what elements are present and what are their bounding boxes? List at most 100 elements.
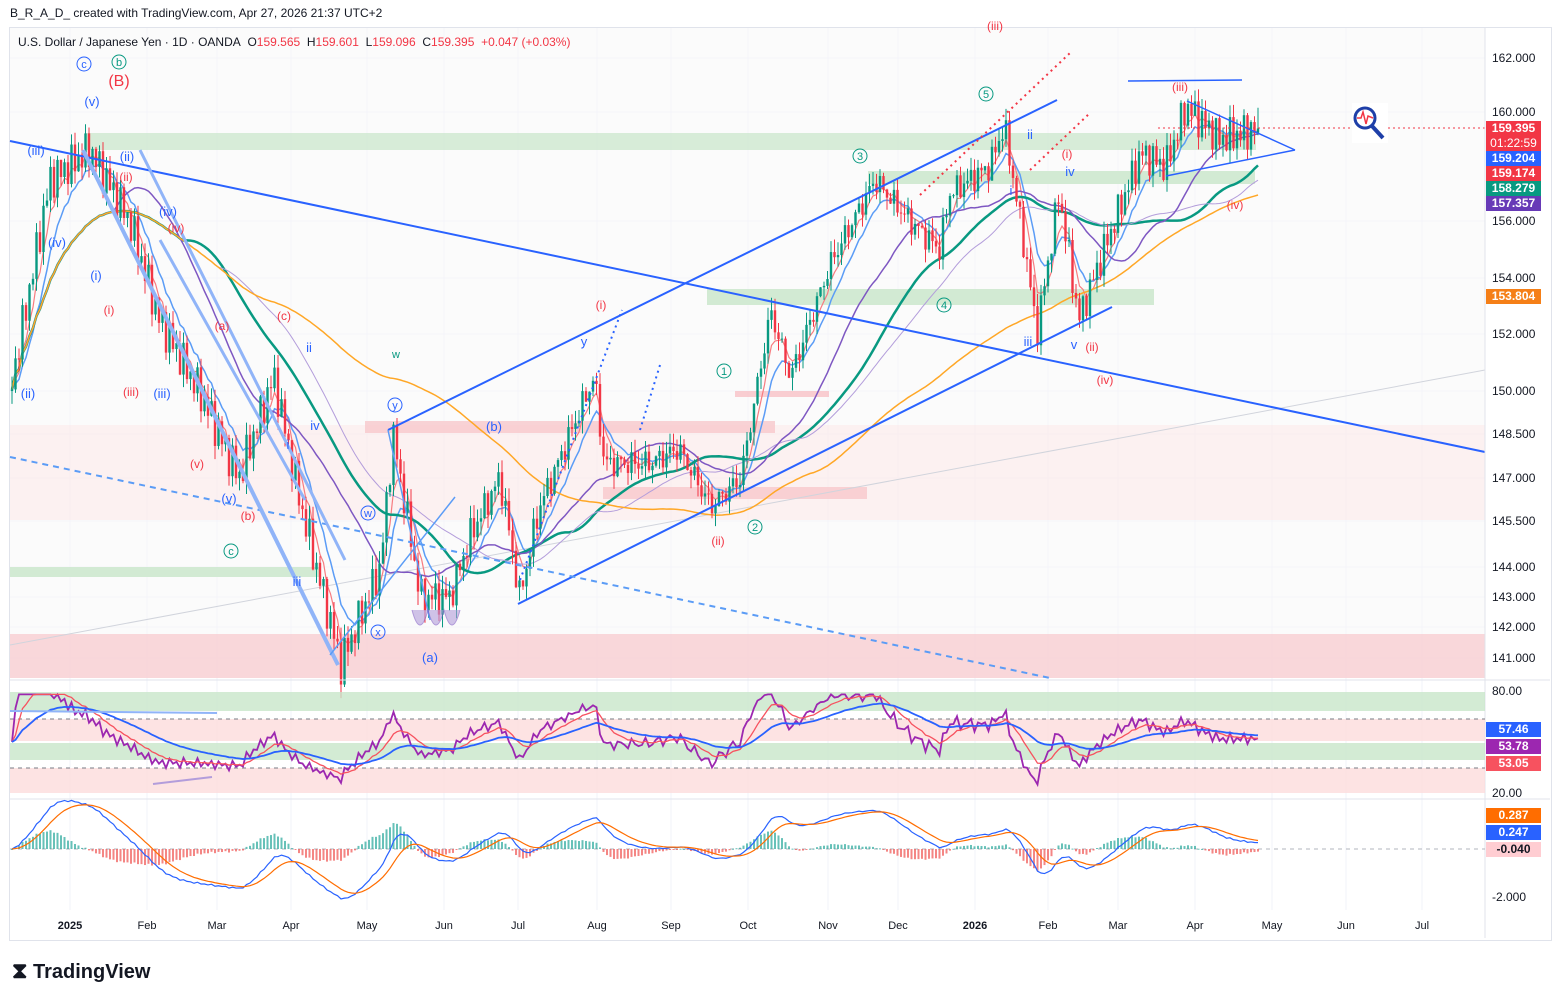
candle-body: [94, 148, 98, 167]
macd-histogram-bar: [700, 849, 703, 854]
macd-histogram-bar: [756, 836, 759, 849]
macd-histogram-bar: [1131, 835, 1133, 849]
macd-histogram-bar: [865, 846, 867, 849]
macd-histogram-bar: [830, 844, 832, 849]
macd-histogram-bar: [35, 833, 38, 849]
macd-histogram-bar: [952, 848, 955, 850]
candle-body: [164, 312, 168, 353]
macd-histogram-bar: [298, 849, 300, 854]
candle-body: [598, 383, 602, 437]
candle: [560, 444, 563, 467]
candle: [899, 200, 903, 225]
candle: [1183, 101, 1186, 137]
macd-histogram-bar: [781, 838, 783, 849]
candle-body: [539, 505, 542, 529]
macd-histogram-bar: [123, 849, 125, 863]
candle-body: [479, 518, 483, 522]
macd-histogram-bar: [322, 849, 325, 861]
candle-body: [759, 368, 763, 377]
macd-histogram-bar: [301, 849, 304, 856]
wave-label-green: 5: [983, 89, 989, 101]
wave-label-blue: i: [287, 437, 290, 452]
candle-body: [486, 493, 490, 515]
macd-histogram-bar: [1040, 849, 1042, 869]
candle: [696, 456, 700, 497]
candle-body: [819, 287, 822, 297]
macd-histogram-bar: [1096, 848, 1098, 850]
candle: [255, 428, 259, 440]
candle-body: [1036, 306, 1039, 346]
wave-label-green: c: [228, 546, 234, 558]
wave-label-blue: iv: [310, 418, 320, 433]
macd-histogram-bar: [833, 844, 836, 849]
macd-histogram-bar: [119, 849, 122, 862]
candle-body: [609, 457, 612, 460]
candle-body: [1123, 192, 1127, 215]
macd-histogram-bar: [924, 849, 927, 860]
candle: [38, 220, 42, 255]
candle-body: [1162, 158, 1165, 181]
macd-histogram-bar: [445, 849, 447, 855]
candle-body: [896, 189, 899, 213]
candle-body: [462, 555, 465, 571]
macd-histogram-bar: [1054, 849, 1056, 850]
candle-body: [1095, 262, 1099, 280]
candle-body: [710, 493, 714, 514]
macd-histogram-bar: [158, 849, 160, 865]
candle-body: [962, 183, 966, 198]
candle-body: [857, 203, 861, 213]
wave-label-blue: v: [1071, 337, 1078, 352]
candle: [525, 564, 528, 599]
candle: [703, 480, 707, 506]
macd-histogram-bar: [623, 849, 626, 859]
candle: [630, 442, 633, 481]
macd-histogram-bar: [886, 849, 888, 852]
tradingview-logo[interactable]: ⧗ TradingView: [12, 958, 150, 984]
wave-label-blue: y: [581, 334, 588, 349]
candle: [1046, 256, 1050, 293]
candle-body: [395, 424, 399, 460]
candle-body: [1249, 122, 1253, 150]
candle: [322, 576, 325, 599]
candle-body: [455, 563, 458, 606]
macd-histogram-bar: [819, 846, 822, 849]
candle-body: [304, 509, 308, 537]
macd-histogram-bar: [994, 846, 997, 849]
symbol-name[interactable]: U.S. Dollar / Japanese Yen · 1D · OANDA: [18, 35, 241, 49]
macd-histogram-bar: [98, 849, 101, 854]
candle-body: [1148, 145, 1151, 176]
macd-histogram-bar: [1075, 849, 1077, 852]
candle: [357, 600, 360, 650]
macd-histogram-bar: [742, 845, 745, 849]
candle-body: [994, 146, 997, 153]
candle: [528, 548, 532, 577]
macd-histogram-bar: [725, 849, 727, 852]
macd-histogram-bar: [1201, 848, 1203, 850]
candle-body: [1015, 177, 1018, 202]
candle: [857, 197, 861, 214]
candle: [1085, 293, 1088, 320]
candle: [521, 580, 525, 590]
candle-body: [945, 215, 948, 218]
candle-body: [693, 466, 696, 476]
candle-body: [122, 187, 126, 219]
macd-histogram-bar: [826, 845, 829, 849]
candle-body: [388, 485, 392, 493]
candle-body: [1246, 115, 1249, 150]
candle: [364, 592, 367, 634]
price-tick: 147.000: [1492, 471, 1536, 485]
circle-marker: [978, 86, 994, 102]
macd-histogram-bar: [1092, 849, 1095, 851]
wave-label-blue: (ii): [120, 149, 134, 164]
candle-body: [511, 530, 514, 551]
macd-histogram-bar: [189, 849, 192, 857]
candle-body: [119, 187, 122, 218]
rsi-tick: 20.00: [1492, 786, 1522, 800]
macd-histogram-bar: [1078, 849, 1081, 855]
candle: [756, 372, 759, 406]
macd-histogram-bar: [105, 849, 108, 858]
candle-body: [861, 203, 864, 215]
candle: [1057, 194, 1060, 217]
candle-body: [458, 563, 462, 571]
